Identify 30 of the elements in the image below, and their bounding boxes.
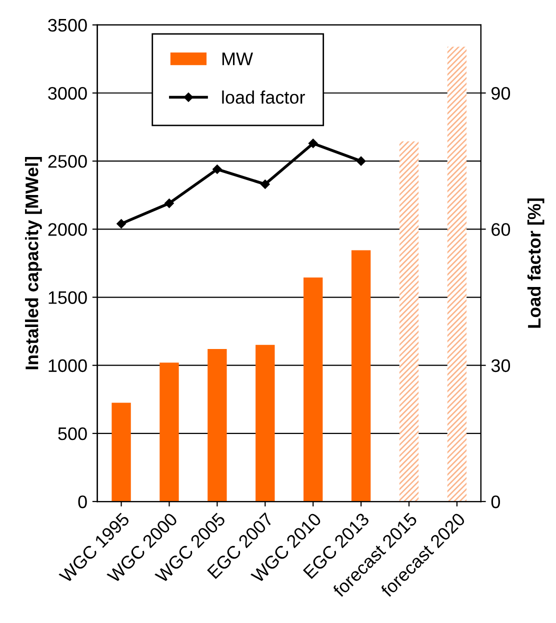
bar [304, 278, 323, 502]
y2-tick-label: 30 [491, 359, 510, 372]
y2-tick-label: 90 [492, 86, 510, 100]
bar [399, 141, 419, 502]
bar [256, 344, 275, 502]
y-tick-label: 1000 [48, 359, 87, 372]
y-tick-label: 2000 [48, 223, 87, 236]
point [116, 219, 126, 228]
bar [351, 250, 371, 502]
y-tick-label: 2500 [48, 155, 87, 168]
y2-tick-label: 0 [491, 495, 500, 508]
point [212, 164, 222, 174]
y-tick-label: 1500 [48, 291, 87, 304]
y-tick-label: 3500 [48, 18, 87, 32]
legend-label: load factor [222, 90, 305, 104]
point [308, 138, 318, 148]
point [260, 180, 270, 189]
bar [208, 349, 227, 502]
y-tick-label: 500 [58, 427, 87, 440]
y2-tick-label: 60 [492, 223, 510, 236]
bar [112, 402, 131, 502]
bar [447, 46, 467, 502]
y-tick-label: 0 [78, 495, 87, 508]
bar [160, 362, 179, 502]
point [164, 198, 174, 208]
legend-label: MW [222, 52, 253, 66]
y-axis-title: Installed capacity [MWel] [25, 157, 42, 370]
y-tick-label: 3000 [48, 86, 87, 100]
y2-axis-title: Load factor [%] [527, 198, 544, 328]
point [356, 156, 366, 166]
